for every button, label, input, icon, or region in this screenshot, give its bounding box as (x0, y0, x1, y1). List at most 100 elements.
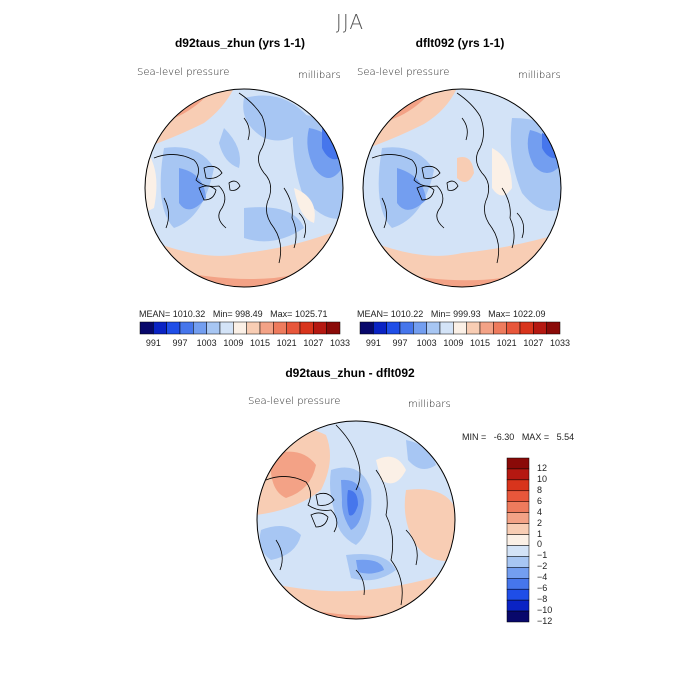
max-label: MAX = (521, 432, 550, 442)
difference-colorbar-swatch (506, 512, 530, 524)
panel-1-colorbar-tick-label: 991 (145, 338, 161, 348)
panel-2-stats: MEAN= 1010.22 Min= 999.93 Max= 1022.09 (357, 309, 546, 319)
panel-1-colorbar-swatch (139, 321, 154, 335)
panel-1-colorbar-swatch (246, 321, 261, 335)
panel-2-title: dflt092 (yrs 1-1) (415, 36, 505, 50)
panel-1-colorbar-tick-label: 1009 (223, 338, 244, 348)
panel-2-colorbar-swatch (426, 321, 441, 335)
panel-2-colorbar-swatch (359, 321, 374, 335)
difference-field-label: Sea-level pressure (248, 396, 341, 407)
mean-value: 1010.32 (172, 309, 206, 319)
difference-colorbar-swatch (506, 556, 530, 568)
panel-1-colorbar-tick-label: 1015 (250, 338, 271, 348)
difference-colorbar-swatch (506, 457, 530, 470)
difference-colorbar-swatch (506, 610, 530, 623)
panel-2-colorbar-swatch (546, 321, 561, 335)
panel-2-colorbar-tick-label: 1009 (443, 338, 464, 348)
difference-colorbar-swatch (506, 468, 530, 481)
difference-colorbar-tick-label: 12 (537, 462, 548, 473)
panel-1-colorbar-swatch (299, 321, 314, 335)
panel-1-colorbar-swatch (259, 321, 274, 335)
panel-1-title: d92taus_zhun (yrs 1-1) (174, 36, 306, 50)
difference-colorbar-swatch (506, 523, 530, 535)
panel-2-colorbar-tick-label: 1015 (470, 338, 491, 348)
panel-1-field-label: Sea-level pressure (137, 67, 230, 78)
panel-1-colorbar-swatch (233, 321, 247, 335)
max-label: Max= (488, 309, 511, 319)
max-value: 1025.71 (294, 309, 328, 319)
max-value: 5.54 (556, 432, 575, 442)
panel-2-colorbar-swatch (493, 321, 507, 335)
panel-1-colorbar (139, 321, 341, 335)
panel-2-polar-map (362, 88, 562, 288)
panel-2-colorbar-swatch (399, 321, 414, 335)
panel-1-colorbar-swatch (273, 321, 287, 335)
max-value: 1022.09 (512, 309, 546, 319)
panel-2-colorbar-swatch (386, 321, 401, 335)
difference-stats: MIN = -6.30 MAX = 5.54 (462, 432, 574, 442)
difference-colorbar-tick-label: −10 (537, 605, 553, 616)
panel-1-colorbar-swatch (166, 321, 181, 335)
panel-2-colorbar-labels: 991 997 1003 1009 1015 1021 1027 1033 (360, 338, 580, 350)
panel-1-colorbar-swatch (179, 321, 194, 335)
panel-2-colorbar-tick-label: 1003 (416, 338, 437, 348)
panel-1-colorbar-swatch (153, 321, 167, 335)
max-label: Max= (270, 309, 293, 319)
panel-1-colorbar-swatch (326, 321, 341, 335)
panel-2-colorbar-swatch (506, 321, 521, 335)
difference-colorbar-tick-label: 6 (537, 495, 543, 506)
difference-colorbar-tick-label: −12 (537, 616, 553, 626)
panel-2-colorbar-swatch (519, 321, 534, 335)
difference-colorbar-swatch (506, 501, 530, 513)
difference-colorbar-tick-label: 4 (537, 506, 543, 517)
panel-1-colorbar-swatch (313, 321, 327, 335)
difference-colorbar-tick-label: −1 (537, 550, 548, 561)
difference-colorbar-swatch (506, 545, 530, 557)
min-label: Min= (430, 309, 451, 319)
min-value: -6.30 (493, 432, 515, 442)
panel-1-colorbar-tick-label: 997 (172, 338, 188, 348)
panel-1-colorbar-tick-label: 1003 (196, 338, 217, 348)
panel-1-colorbar-tick-label: 1021 (276, 338, 297, 348)
difference-colorbar-swatch (506, 479, 530, 492)
difference-colorbar-swatch (506, 567, 530, 579)
panel-2-colorbar-tick-label: 997 (392, 338, 408, 348)
min-value: 998.49 (235, 309, 263, 319)
panel-2-colorbar-tick-label: 991 (365, 338, 381, 348)
difference-colorbar-tick-label: 2 (537, 517, 543, 528)
panel-1-polar-map (144, 88, 344, 288)
difference-colorbar-tick-label: −4 (537, 572, 548, 583)
difference-colorbar-swatch (506, 578, 530, 590)
mean-label: MEAN= (139, 309, 171, 319)
panel-1-stats: MEAN= 1010.32 Min= 998.49 Max= 1025.71 (139, 309, 328, 319)
difference-colorbar-swatch (506, 588, 530, 601)
panel-2-colorbar-tick-label: 1033 (550, 338, 571, 348)
difference-colorbar (506, 457, 530, 623)
difference-units-label: millibars (408, 399, 451, 410)
min-value: 999.93 (453, 309, 481, 319)
difference-colorbar-labels: 12 10 8 6 4 2 1 0 −1 −2 −4 −6 −8 −10 −12 (537, 458, 567, 626)
panel-2-colorbar-swatch (373, 321, 387, 335)
panel-1-colorbar-swatch (206, 321, 221, 335)
panel-2-colorbar-swatch (466, 321, 481, 335)
difference-colorbar-tick-label: 10 (537, 473, 548, 484)
season-title: JJA (335, 10, 365, 34)
difference-title: d92taus_zhun - dflt092 (285, 366, 415, 380)
panel-2-colorbar-swatch (479, 321, 494, 335)
mean-label: MEAN= (357, 309, 389, 319)
panel-1-colorbar-swatch (219, 321, 234, 335)
difference-colorbar-swatch (506, 534, 530, 546)
difference-colorbar-tick-label: 0 (537, 539, 543, 550)
panel-2-colorbar-swatch (439, 321, 454, 335)
panel-2-colorbar-tick-label: 1027 (523, 338, 544, 348)
panel-1-colorbar-tick-label: 1027 (303, 338, 324, 348)
difference-colorbar-swatch (506, 599, 530, 612)
panel-2-units-label: millibars (518, 70, 561, 81)
panel-2-colorbar-swatch (453, 321, 467, 335)
panel-1-colorbar-tick-label: 1033 (330, 338, 351, 348)
difference-polar-map (256, 420, 456, 620)
panel-1-colorbar-labels: 991 997 1003 1009 1015 1021 1027 1033 (140, 338, 360, 350)
panel-2-colorbar-tick-label: 1021 (496, 338, 517, 348)
panel-1-colorbar-swatch (193, 321, 207, 335)
